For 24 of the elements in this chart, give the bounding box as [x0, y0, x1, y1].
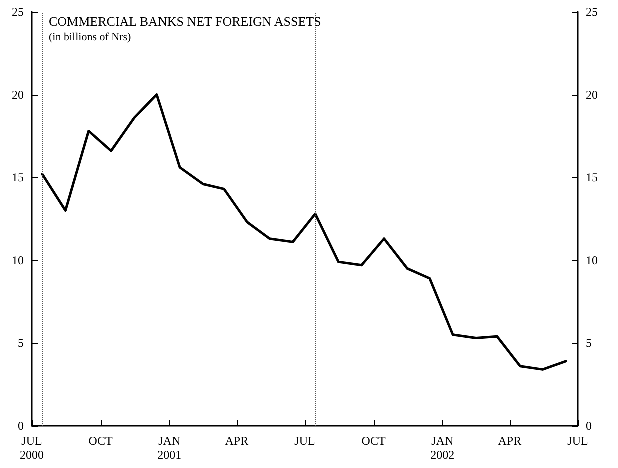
y2-tick-label: 5 [586, 336, 592, 350]
text: (in billions of Nrs) [49, 32, 132, 44]
y2-tick-label: 10 [586, 253, 598, 268]
x-tick-label: JAN 2002 [430, 434, 455, 462]
y-tick-label: 25 [12, 5, 24, 19]
line-series [41, 94, 568, 371]
x-tick-label: OCT [362, 434, 386, 448]
y2-tick-label: 20 [586, 88, 598, 102]
y-tick-label: 0 [18, 419, 24, 433]
y-tick-label: 15 [12, 170, 24, 185]
x-tick-label: APR [225, 434, 249, 448]
x-tick-label: JUL [568, 434, 588, 448]
y2-tick-label: 0 [586, 419, 592, 433]
x-tick-label: JUL 2000 [20, 434, 44, 462]
x-tick-label: OCT [88, 434, 114, 448]
chart-title: COMMERCIAL BANKS NET FOREIGN ASSETS [49, 14, 322, 29]
y-tick-label: 20 [12, 88, 24, 102]
x-tick-label: JUL [294, 434, 316, 448]
y-tick-label: 5 [18, 336, 24, 350]
x-tick-label: JAN 2001 [158, 434, 182, 462]
y2-tick-label: 25 [586, 5, 598, 19]
y-tick-label: 10 [12, 253, 24, 268]
y2-tick-label: 15 [586, 170, 598, 185]
x-tick-label: APR [498, 434, 522, 448]
